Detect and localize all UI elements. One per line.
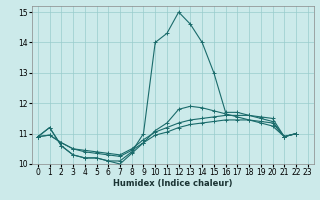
X-axis label: Humidex (Indice chaleur): Humidex (Indice chaleur) [113,179,233,188]
